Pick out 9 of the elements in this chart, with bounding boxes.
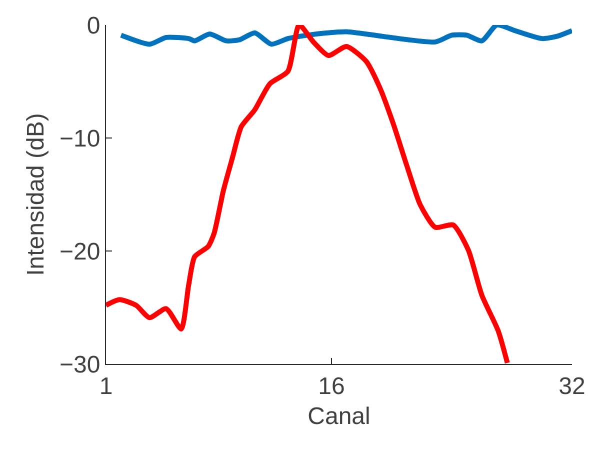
- y-tick-label: −30: [59, 351, 100, 378]
- x-tick-label: 16: [318, 372, 345, 400]
- y-axis-title: Intensidad (dB): [22, 113, 50, 276]
- x-tick-label: 1: [99, 372, 113, 400]
- x-tick-label: 32: [558, 372, 586, 400]
- y-tick-label: 0: [86, 12, 100, 40]
- x-axis-title: Canal: [308, 403, 370, 430]
- y-tick-label: −20: [59, 238, 100, 266]
- y-tick-label: −10: [59, 125, 100, 152]
